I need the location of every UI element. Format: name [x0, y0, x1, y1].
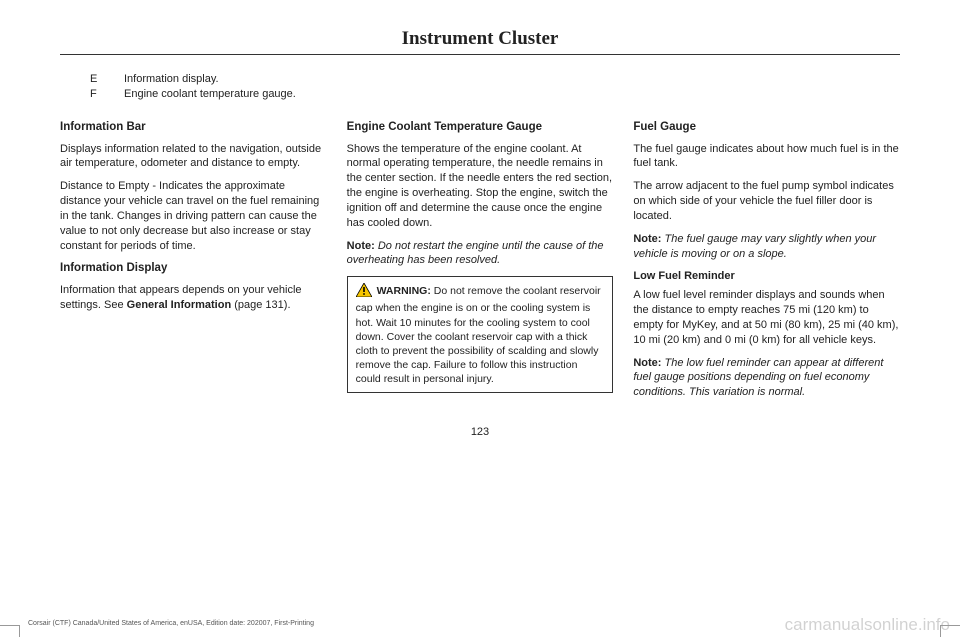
- definition-text: Engine coolant temperature gauge.: [124, 88, 296, 100]
- definition-letter: F: [90, 88, 124, 100]
- crop-mark-left: [0, 625, 20, 637]
- heading-fuel-gauge: Fuel Gauge: [633, 120, 900, 136]
- column-1: Information Bar Displays information rel…: [60, 114, 327, 408]
- paragraph: Information that appears depends on your…: [60, 283, 327, 313]
- note-label: Note:: [633, 357, 661, 369]
- heading-low-fuel-reminder: Low Fuel Reminder: [633, 269, 900, 284]
- note-text: The fuel gauge may vary slightly when yo…: [633, 233, 876, 260]
- paragraph: The arrow adjacent to the fuel pump symb…: [633, 179, 900, 224]
- footer-meta: Corsair (CTF) Canada/United States of Am…: [28, 620, 314, 627]
- content-columns: Information Bar Displays information rel…: [60, 114, 900, 408]
- note-label: Note:: [633, 233, 661, 245]
- paragraph: A low fuel level reminder displays and s…: [633, 288, 900, 347]
- paragraph: Displays information related to the navi…: [60, 142, 327, 172]
- heading-coolant-gauge: Engine Coolant Temperature Gauge: [347, 120, 614, 136]
- paragraph: The fuel gauge indicates about how much …: [633, 142, 900, 172]
- note: Note: The low fuel reminder can appear a…: [633, 356, 900, 401]
- link-general-information: General Information: [127, 299, 232, 311]
- column-3: Fuel Gauge The fuel gauge indicates abou…: [633, 114, 900, 408]
- page-title: Instrument Cluster: [60, 28, 900, 50]
- crop-mark-right: [940, 625, 960, 637]
- text: (page 131).: [231, 299, 290, 311]
- watermark: carmanualsonline.info: [785, 615, 950, 635]
- definition-row: E Information display.: [90, 73, 900, 85]
- heading-information-display: Information Display: [60, 261, 327, 277]
- definition-row: F Engine coolant temperature gauge.: [90, 88, 900, 100]
- definition-letter: E: [90, 73, 124, 85]
- note-text: Do not restart the engine until the caus…: [347, 240, 604, 267]
- note: Note: Do not restart the engine until th…: [347, 239, 614, 269]
- warning-text: Do not remove the coolant reservoir cap …: [356, 285, 601, 385]
- header-rule: [60, 54, 900, 55]
- warning-icon: [356, 283, 372, 301]
- column-2: Engine Coolant Temperature Gauge Shows t…: [347, 114, 614, 408]
- paragraph: Shows the temperature of the engine cool…: [347, 142, 614, 231]
- warning-label: WARNING:: [377, 285, 431, 297]
- note-text: The low fuel reminder can appear at diff…: [633, 357, 883, 399]
- note-label: Note:: [347, 240, 375, 252]
- page: Instrument Cluster E Information display…: [0, 0, 960, 448]
- note: Note: The fuel gauge may vary slightly w…: [633, 232, 900, 262]
- definition-text: Information display.: [124, 73, 219, 85]
- heading-information-bar: Information Bar: [60, 120, 327, 136]
- warning-box: WARNING: Do not remove the coolant reser…: [347, 276, 614, 393]
- definition-list: E Information display. F Engine coolant …: [90, 73, 900, 100]
- page-number: 123: [60, 426, 900, 438]
- paragraph: Distance to Empty - Indicates the approx…: [60, 179, 327, 253]
